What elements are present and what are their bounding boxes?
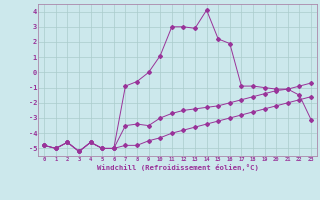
X-axis label: Windchill (Refroidissement éolien,°C): Windchill (Refroidissement éolien,°C): [97, 164, 259, 171]
